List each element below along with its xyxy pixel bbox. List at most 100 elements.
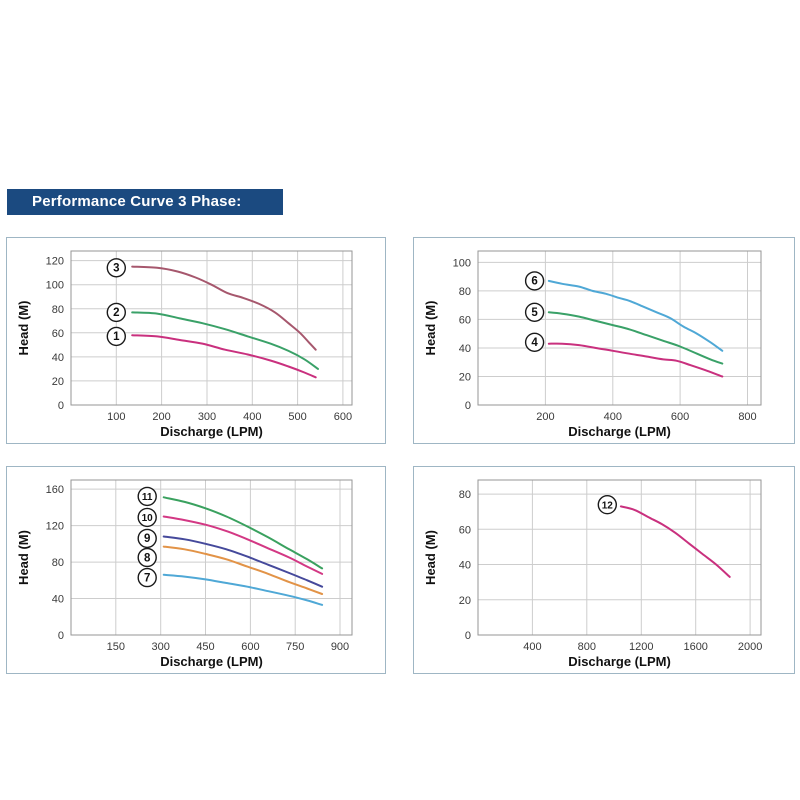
curve-2 [131,311,319,370]
curve-label-number-9: 9 [144,533,150,545]
chart-panel-1: 100 200 300 400 500 600 0 20 40 60 80 100 120 Dischar… [6,237,386,444]
curve-label-number-8: 8 [144,552,151,564]
y-tick-label: 40 [459,560,471,572]
x-tick-label: 450 [196,641,214,653]
performance-chart-2: 200 400 600 800 0 20 40 60 80 100 Discharge (LPM) H… [414,238,794,443]
x-tick-label: 500 [288,411,306,423]
curve-label-circle-10 [137,507,157,528]
curve-label-circle-12 [597,495,618,515]
curve-label-number-6: 6 [531,276,537,288]
curve-4 [547,342,724,378]
curve-label-number-4: 4 [531,337,538,349]
y-tick-label: 20 [52,376,64,388]
curve-label-circle-9 [137,528,157,549]
x-tick-label: 600 [334,411,352,423]
chart-svg: 150 300 450 600 750 900 0 40 80 120 160 Discharge (… [16,479,353,669]
y-tick-label: 60 [459,524,471,536]
chart-panel-3: 150 300 450 600 750 900 0 40 80 120 160 Discharge (… [6,466,386,674]
curve-11 [162,496,324,570]
x-tick-label: 100 [107,411,125,423]
curve-label-circle-5 [524,302,545,323]
curve-label-circle-1 [106,326,127,347]
plot-box [477,479,762,636]
curve-label-circle-3 [106,258,127,278]
y-axis-title: Head (M) [16,301,31,356]
curve-label-circle-7 [137,567,157,588]
y-tick-label: 80 [459,489,471,501]
curve-label-number-5: 5 [531,307,538,319]
curve-label-circle-6 [524,271,545,291]
y-tick-label: 160 [46,484,64,496]
x-tick-label: 400 [604,411,622,423]
y-tick-label: 60 [52,328,64,340]
y-tick-label: 80 [52,304,64,316]
y-tick-label: 0 [58,630,64,642]
curve-5 [547,311,724,365]
curve-label-circle-8 [137,547,157,568]
curve-label-circle-2 [106,302,127,323]
plot-box [70,479,353,636]
curve-9 [162,535,324,588]
x-tick-label: 200 [536,411,554,423]
y-tick-label: 40 [52,352,64,364]
chart-svg: 400 800 1200 1600 2000 0 20 40 60 80 Discharge (LP… [423,479,762,669]
y-tick-label: 40 [52,594,64,606]
x-tick-label: 300 [198,411,216,423]
curve-12 [619,505,731,578]
y-tick-label: 20 [459,372,471,384]
x-tick-label: 900 [331,641,349,653]
y-tick-label: 0 [465,400,471,412]
x-axis-title: Discharge (LPM) [568,424,671,439]
x-tick-label: 150 [107,641,125,653]
y-tick-label: 120 [46,256,64,268]
y-tick-label: 100 [453,257,471,269]
plot-box [477,250,762,406]
curve-3 [131,265,317,351]
y-tick-label: 0 [465,630,471,642]
x-axis-title: Discharge (LPM) [160,424,263,439]
y-tick-label: 120 [46,521,64,533]
x-axis-title: Discharge (LPM) [160,654,263,669]
curve-label-number-1: 1 [113,331,120,343]
curve-label-number-7: 7 [144,572,150,584]
x-axis-title: Discharge (LPM) [568,654,671,669]
plot-box [70,250,353,406]
x-tick-label: 600 [241,641,259,653]
y-tick-label: 40 [459,343,471,355]
chart-panel-4: 400 800 1200 1600 2000 0 20 40 60 80 Discharge (LP… [413,466,795,674]
curve-label-number-11: 11 [142,492,153,503]
x-tick-label: 400 [243,411,261,423]
x-tick-label: 1200 [629,641,653,653]
x-tick-label: 800 [578,641,596,653]
chart-svg: 200 400 600 800 0 20 40 60 80 100 Discharge (LPM) H… [423,250,762,439]
y-axis-title: Head (M) [16,530,31,585]
x-tick-label: 600 [671,411,689,423]
performance-chart-1: 100 200 300 400 500 600 0 20 40 60 80 100 120 Dischar… [7,238,385,443]
x-tick-label: 2000 [738,641,762,653]
y-tick-label: 100 [46,280,64,292]
curve-label-circle-4 [524,332,545,353]
x-tick-label: 300 [152,641,170,653]
curve-8 [162,545,324,595]
x-tick-label: 750 [286,641,304,653]
curve-label-number-2: 2 [113,307,119,319]
x-tick-label: 200 [152,411,170,423]
section-title: Performance Curve 3 Phase: [32,193,242,210]
chart-panel-2: 200 400 600 800 0 20 40 60 80 100 Discharge (LPM) H… [413,237,795,444]
chart-svg: 100 200 300 400 500 600 0 20 40 60 80 100 120 Dischar… [16,250,353,439]
curve-7 [162,573,324,606]
x-tick-label: 400 [523,641,541,653]
y-tick-label: 0 [58,400,64,412]
performance-chart-3: 150 300 450 600 750 900 0 40 80 120 160 Discharge (… [7,467,385,673]
y-tick-label: 80 [52,557,64,569]
y-tick-label: 20 [459,595,471,607]
y-axis-title: Head (M) [423,530,438,585]
x-tick-label: 1600 [683,641,707,653]
curve-label-number-3: 3 [113,263,119,275]
curve-10 [162,515,324,575]
x-tick-label: 800 [738,411,756,423]
curve-1 [131,334,317,379]
curve-label-number-10: 10 [142,513,154,524]
performance-chart-4: 400 800 1200 1600 2000 0 20 40 60 80 Discharge (LP… [414,467,794,673]
curve-label-number-12: 12 [602,501,614,512]
